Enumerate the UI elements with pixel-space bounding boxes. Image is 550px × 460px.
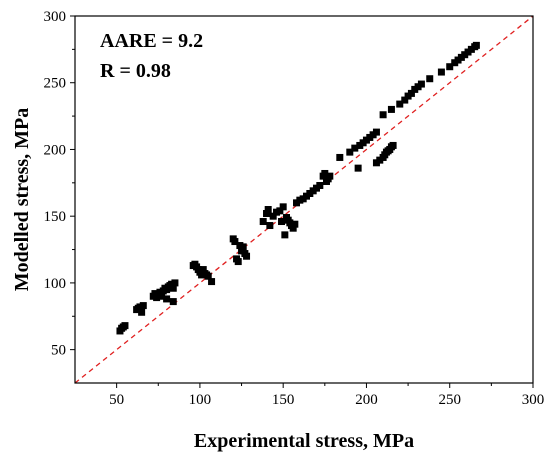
data-points — [116, 41, 480, 335]
aare-annotation: AARE = 9.2 — [100, 30, 203, 52]
x-tick-label: 100 — [189, 392, 212, 408]
x-axis-title: Experimental stress, MPa — [194, 430, 414, 452]
x-tick-label: 200 — [355, 392, 378, 408]
data-point — [389, 141, 397, 149]
identity-reference-line — [74, 15, 534, 384]
data-point — [204, 272, 212, 280]
x-tick-label: 150 — [272, 392, 295, 408]
data-point — [169, 298, 177, 306]
data-point — [372, 128, 380, 136]
x-tick-label: 50 — [109, 392, 124, 408]
x-tick-label: 300 — [522, 392, 545, 408]
data-point — [321, 169, 329, 177]
y-tick-label: 200 — [44, 142, 67, 158]
data-point — [138, 308, 146, 316]
data-point — [426, 75, 434, 83]
data-point — [281, 231, 289, 239]
data-point — [396, 100, 404, 108]
data-point — [163, 295, 171, 303]
data-point — [276, 207, 284, 215]
y-tick-label: 150 — [44, 209, 67, 225]
data-point — [243, 252, 251, 260]
data-point — [234, 258, 242, 266]
data-point — [291, 220, 299, 228]
data-point — [417, 80, 425, 88]
data-point — [169, 284, 177, 292]
r-annotation: R = 0.98 — [100, 60, 171, 82]
data-point — [263, 210, 271, 218]
data-point — [259, 218, 267, 226]
reference-line-layer — [74, 15, 534, 384]
data-point — [199, 266, 207, 274]
data-point — [231, 238, 239, 246]
data-point — [239, 243, 247, 251]
data-point — [278, 218, 286, 226]
y-tick-label: 300 — [44, 9, 67, 25]
data-point — [379, 111, 387, 119]
data-point — [171, 279, 179, 287]
y-tick-label: 50 — [51, 343, 66, 359]
data-point — [351, 144, 359, 152]
data-point — [279, 203, 287, 211]
plot-frame — [74, 15, 534, 384]
axis-ticks: 50 100 150 200 250 300 50 100 150 200 250 300 — [44, 9, 545, 408]
data-point — [208, 278, 216, 286]
data-point — [264, 206, 272, 214]
data-point — [316, 181, 324, 189]
data-point — [326, 172, 334, 180]
data-point — [336, 153, 344, 161]
x-tick-label: 250 — [438, 392, 461, 408]
data-point — [437, 68, 445, 76]
data-point — [446, 63, 454, 71]
data-point — [269, 212, 277, 220]
data-point — [266, 222, 274, 230]
data-point — [401, 96, 409, 104]
y-axis-title: Modelled stress, MPa — [11, 108, 33, 292]
data-point — [407, 89, 415, 97]
y-tick-label: 100 — [44, 276, 67, 292]
y-tick-label: 250 — [44, 76, 67, 92]
data-point — [387, 105, 395, 113]
data-point — [354, 164, 362, 172]
data-point — [289, 224, 297, 232]
data-point — [346, 148, 354, 156]
data-point — [158, 292, 166, 300]
data-point — [139, 302, 147, 310]
data-point — [472, 41, 480, 49]
data-point — [121, 322, 129, 330]
